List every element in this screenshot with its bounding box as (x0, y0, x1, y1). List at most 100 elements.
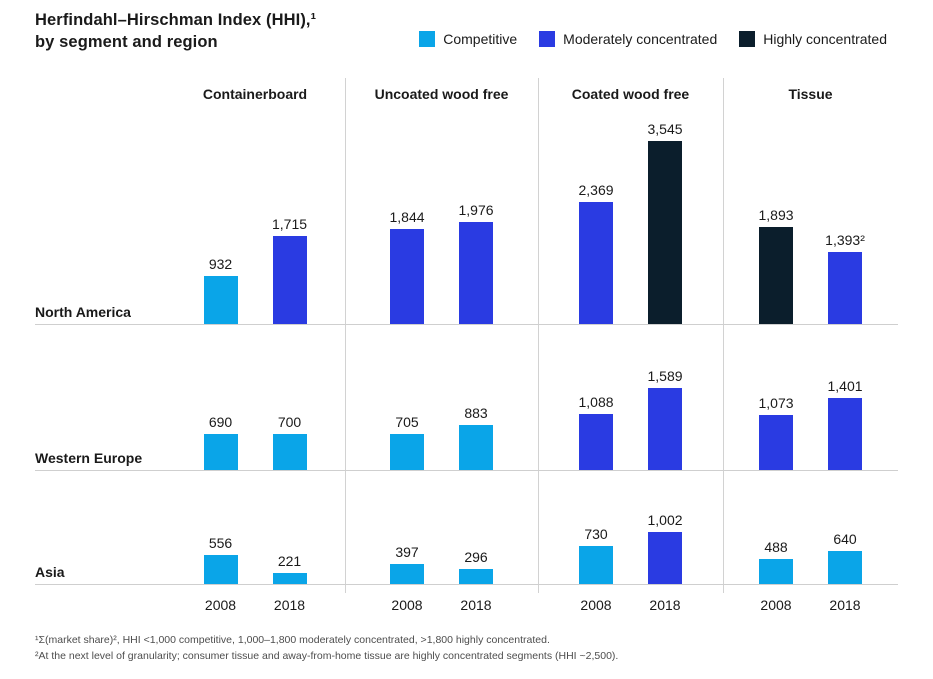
footnote-2: ²At the next level of granularity; consu… (35, 649, 619, 662)
bar-group: 1,715 (272, 216, 307, 324)
segment-header-tissue: Tissue (788, 86, 833, 102)
segment-cell: 1,893 1,393² (723, 105, 898, 324)
legend-item-competitive: Competitive (419, 31, 517, 47)
year-axis: 2008 2018 2008 2018 2008 2018 2008 2018 (35, 585, 898, 613)
bar-value-label: 3,545 (647, 121, 683, 137)
region-label: North America (35, 304, 131, 320)
year-label: 2008 (391, 597, 423, 613)
year-label: 2008 (760, 597, 792, 613)
segment-cell: 932 1,715 (165, 105, 345, 324)
legend-label: Competitive (443, 31, 518, 47)
bar (579, 414, 613, 470)
year-label: 2018 (829, 597, 861, 613)
bar (459, 222, 493, 324)
bar-value-label: 1,893 (758, 207, 794, 223)
year-label: 2018 (649, 597, 681, 613)
chart-area: Containerboard Uncoated wood free Coated… (35, 78, 898, 613)
bar-value-label: 488 (764, 539, 788, 555)
segment-cell: 705 883 (345, 325, 538, 470)
legend: Competitive Moderately concentrated High… (419, 31, 887, 47)
bar-group: 221 (272, 553, 307, 584)
bar-group: 1,002 (647, 512, 683, 584)
page-title-line1: Herfindahl–Hirschman Index (HHI),¹ (35, 11, 317, 29)
year-label: 2018 (460, 597, 492, 613)
segment-cell: 730 1,002 (538, 471, 723, 584)
bar-value-label: 1,002 (647, 512, 683, 528)
segment-header-coated-wood-free: Coated wood free (571, 86, 690, 102)
column-divider (345, 78, 346, 593)
bar (828, 551, 862, 584)
segment-cell: 488 640 (723, 471, 898, 584)
bar-group: 883 (459, 405, 493, 470)
competitive-swatch-icon (419, 31, 436, 47)
segment-cell: 397 296 (345, 471, 538, 584)
year-cell: 2008 2018 (538, 585, 723, 613)
bar-group: 705 (390, 414, 424, 470)
year-cell: 2008 2018 (723, 585, 898, 613)
bar-value-label: 700 (277, 414, 302, 430)
bar (203, 434, 238, 470)
bar (272, 434, 307, 470)
bar-value-label: 2,369 (578, 182, 614, 198)
bar-group: 1,088 (578, 394, 614, 470)
legend-label: Moderately concentrated (563, 31, 718, 47)
bar-value-label: 1,976 (458, 202, 494, 218)
legend-label: Highly concentrated (763, 31, 887, 47)
bar-group: 700 (272, 414, 307, 470)
segment-cell: 556 221 (165, 471, 345, 584)
bar-value-label: 730 (584, 526, 608, 542)
footnotes: ¹Σ(market share)², HHI <1,000 competitiv… (35, 633, 618, 665)
bar (390, 564, 424, 584)
bar-value-label: 296 (464, 549, 488, 565)
bar-value-label: 690 (208, 414, 233, 430)
bar-value-label: 1,401 (827, 378, 863, 394)
bar (390, 434, 424, 470)
region-label: Asia (35, 564, 65, 580)
bar-group: 3,545 (647, 121, 683, 324)
bar-group: 640 (828, 531, 862, 584)
bar (828, 252, 862, 324)
bar-group: 690 (203, 414, 238, 470)
bar-value-label: 883 (464, 405, 488, 421)
column-divider (538, 78, 539, 593)
highly-concentrated-swatch-icon (739, 31, 756, 47)
bar-group: 488 (759, 539, 793, 584)
bar-group: 296 (459, 549, 493, 584)
year-cell: 2008 2018 (345, 585, 538, 613)
bar (648, 532, 682, 584)
segment-headers: Containerboard Uncoated wood free Coated… (35, 78, 898, 105)
segment-header-uncoated-wood-free: Uncoated wood free (374, 86, 509, 102)
bar-value-label: 1,393² (825, 232, 865, 248)
page-title-line2: by segment and region (35, 32, 218, 51)
bar-group: 730 (579, 526, 613, 584)
bar (459, 425, 493, 470)
bar (272, 236, 307, 324)
bar-group: 1,073 (758, 395, 794, 470)
bar-value-label: 705 (395, 414, 419, 430)
bar (759, 559, 793, 584)
bar (648, 141, 682, 324)
bar (579, 546, 613, 584)
bar-value-label: 932 (208, 256, 233, 272)
legend-item-moderately-concentrated: Moderately concentrated (539, 31, 717, 47)
bar (579, 202, 613, 324)
bar-group: 1,844 (389, 209, 425, 324)
footnote-1: ¹Σ(market share)², HHI <1,000 competitiv… (35, 634, 550, 646)
bar-group: 556 (203, 535, 238, 584)
legend-item-highly-concentrated: Highly concentrated (739, 31, 887, 47)
bar (759, 415, 793, 470)
bar-group: 2,369 (578, 182, 614, 324)
column-divider (723, 78, 724, 593)
bar (390, 229, 424, 324)
moderately-concentrated-swatch-icon (539, 31, 556, 47)
bar-group: 1,893 (758, 207, 794, 324)
year-label: 2018 (273, 597, 306, 613)
segment-cell: 690 700 (165, 325, 345, 470)
segment-cell: 2,369 3,545 (538, 105, 723, 324)
bar-value-label: 640 (833, 531, 857, 547)
year-label: 2008 (580, 597, 612, 613)
bar (272, 573, 307, 584)
region-row-western-europe: Western Europe 690 700 705 883 1,088 1,589 1,0… (35, 325, 898, 471)
region-label: Western Europe (35, 450, 143, 466)
